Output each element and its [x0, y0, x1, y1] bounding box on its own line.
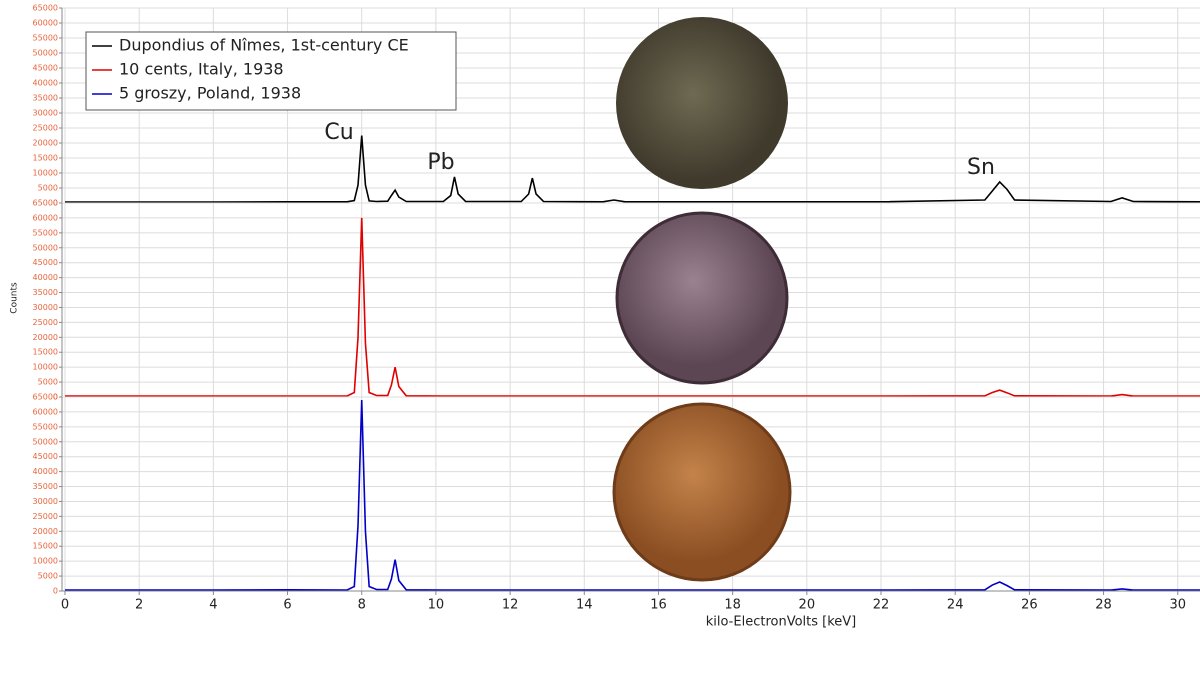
x-tick-label: 28: [1095, 598, 1112, 613]
y-tick-label: 45000: [33, 64, 58, 73]
y-tick-label: 5000: [38, 572, 58, 581]
y-tick-label: 40000: [33, 273, 58, 282]
y-tick-label: 35000: [33, 482, 58, 491]
x-tick-label: 16: [650, 598, 667, 613]
x-tick-label: 30: [1169, 598, 1186, 613]
y-tick-label: 25000: [33, 318, 58, 327]
peak-annotation: Sn: [967, 155, 995, 180]
x-tick-label: 4: [209, 598, 217, 613]
y-tick-label: 5000: [38, 378, 58, 387]
x-tick-label: 6: [283, 598, 291, 613]
y-tick-label: 0: [53, 199, 58, 208]
y-tick-label: 55000: [33, 422, 58, 431]
y-tick-label: 0: [53, 393, 58, 402]
y-tick-label: 15000: [33, 542, 58, 551]
y-tick-label: 15000: [33, 154, 58, 163]
peak-annotation: Pb: [427, 150, 454, 175]
x-tick-label: 20: [799, 598, 816, 613]
y-tick-label: 65000: [33, 199, 58, 208]
legend-label: 5 groszy, Poland, 1938: [119, 84, 301, 103]
y-tick-label: 40000: [33, 467, 58, 476]
legend: Dupondius of Nîmes, 1st-century CE 10 cen…: [85, 31, 457, 111]
x-tick-label: 8: [358, 598, 366, 613]
coin-image: [615, 211, 789, 385]
x-tick-label: 2: [135, 598, 143, 613]
y-tick-label: 65000: [33, 393, 58, 402]
x-tick-label: 24: [947, 598, 964, 613]
coin-image: [612, 402, 792, 582]
legend-label: Dupondius of Nîmes, 1st-century CE: [119, 36, 409, 55]
y-tick-label: 60000: [33, 213, 58, 222]
y-tick-label: 20000: [33, 527, 58, 536]
x-tick-label: 14: [576, 598, 593, 613]
y-tick-label: 50000: [33, 437, 58, 446]
x-tick-label: 18: [724, 598, 741, 613]
y-tick-label: 45000: [33, 452, 58, 461]
y-tick-label: 25000: [33, 124, 58, 133]
y-tick-label: 55000: [33, 34, 58, 43]
y-tick-label: 10000: [33, 557, 58, 566]
y-tick-label: 20000: [33, 139, 58, 148]
y-tick-label: 30000: [33, 497, 58, 506]
x-tick-label: 22: [873, 598, 890, 613]
y-tick-label: 0: [53, 587, 58, 596]
y-tick-label: 25000: [33, 512, 58, 521]
y-tick-label: 65000: [33, 4, 58, 13]
y-tick-label: 50000: [33, 243, 58, 252]
y-tick-label: 40000: [33, 79, 58, 88]
x-axis-label: kilo-ElectronVolts [keV]: [706, 615, 857, 630]
spectrum-line: [65, 135, 1200, 203]
y-axis-label: Counts: [10, 282, 20, 314]
y-tick-label: 60000: [33, 407, 58, 416]
y-tick-label: 35000: [33, 288, 58, 297]
y-tick-label: 15000: [33, 348, 58, 357]
spectrum-line: [65, 217, 1200, 397]
x-tick-label: 0: [61, 598, 69, 613]
y-tick-label: 20000: [33, 333, 58, 342]
y-tick-label: 50000: [33, 49, 58, 58]
peak-annotation: Cu: [324, 120, 353, 145]
y-tick-label: 55000: [33, 228, 58, 237]
y-tick-label: 10000: [33, 363, 58, 372]
legend-box: [85, 31, 457, 111]
spectrum-line: [65, 399, 1200, 591]
x-tick-label: 12: [502, 598, 519, 613]
coin-image: [616, 17, 788, 189]
y-tick-label: 30000: [33, 303, 58, 312]
y-tick-label: 35000: [33, 94, 58, 103]
y-tick-label: 5000: [38, 184, 58, 193]
y-tick-label: 45000: [33, 258, 58, 267]
y-tick-label: 30000: [33, 109, 58, 118]
y-tick-label: 60000: [33, 19, 58, 28]
y-tick-label: 10000: [33, 169, 58, 178]
legend-label: 10 cents, Italy, 1938: [119, 60, 284, 79]
x-tick-label: 26: [1021, 598, 1038, 613]
x-tick-label: 10: [428, 598, 445, 613]
